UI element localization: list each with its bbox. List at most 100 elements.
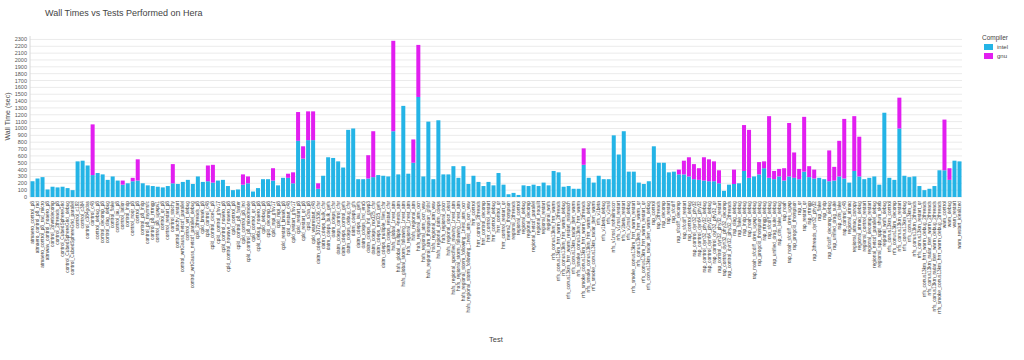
y-tick-label: 500 [18,160,27,166]
bar [747,178,751,197]
bar [682,161,686,175]
bar [216,181,220,197]
bar [837,141,841,177]
bar [226,186,230,197]
bar [642,184,646,197]
bar [887,178,891,197]
bar [732,184,736,197]
bar [31,181,35,197]
bar [767,116,771,178]
y-tick-label: 1700 [15,78,27,84]
bar [421,176,425,197]
bar [466,184,470,197]
bar [557,172,561,197]
bars [31,41,962,197]
bar [391,131,395,197]
bar [782,181,786,197]
bar [827,150,831,181]
bar [366,179,370,197]
bar [927,189,931,197]
bar [512,193,516,197]
bar [582,165,586,197]
bar [677,174,681,197]
bar [527,186,531,197]
bar [331,158,335,197]
bar [296,112,300,141]
bar [371,131,375,177]
bar [136,181,140,197]
bar [301,146,305,158]
bar [281,178,285,197]
bar [91,175,95,197]
bar [211,183,215,197]
bar [772,171,776,179]
bar [411,139,415,162]
bar [191,184,195,197]
bar [797,169,801,179]
bar [552,171,556,197]
bar [171,164,175,183]
bar [727,185,731,197]
bar [757,174,761,197]
y-tick-label: 1900 [15,64,27,70]
bar [131,178,135,181]
bar [181,182,185,197]
grid-line [30,46,962,47]
bar [592,183,596,197]
y-tick-label: 1600 [15,84,27,90]
bar [942,170,946,197]
bar [186,180,190,197]
bar [652,146,656,197]
bar [476,182,480,197]
bar [436,120,440,197]
grid-line [30,142,962,143]
y-tick-label: 100 [18,187,27,193]
bar [597,176,601,197]
bar [862,179,866,197]
bar [932,186,936,197]
y-tick-label: 1400 [15,98,27,104]
grid-line [30,101,962,102]
y-tick-label: 0 [24,194,27,200]
grid-line [30,59,962,60]
bar [757,162,761,174]
bar [857,137,861,177]
y-tick-label: 800 [18,139,27,145]
bar [787,176,791,197]
y-axis-title: Wall Time (sec) [4,93,12,141]
title: Wall Times vs Tests Performed on Hera [45,8,203,18]
bar [386,176,390,197]
bar [416,97,420,197]
bar [912,176,916,197]
bar [697,168,701,180]
bar [707,159,711,181]
bar [832,167,836,181]
bar [567,186,571,197]
grid-line [30,162,962,163]
bar [271,168,275,180]
bar [612,135,616,197]
legend-title: Compiler [982,34,1009,42]
bar [697,180,701,197]
bar [96,173,100,197]
x-axis-title: Test [489,335,504,344]
bar [41,177,45,197]
bar [66,188,70,197]
y-tick-label: 1800 [15,71,27,77]
bar [547,185,551,197]
bar [241,185,245,197]
bar [852,116,856,171]
bar [582,148,586,164]
bar [892,180,896,197]
bar [446,174,450,197]
bar [311,140,315,197]
y-axis-line [30,36,31,197]
grid-line [30,66,962,67]
bar [707,181,711,197]
legend-swatch [984,44,993,50]
bar [231,190,235,197]
bar [607,179,611,197]
grid-line [30,176,962,177]
bar [236,189,240,197]
y-tick-label: 1500 [15,91,27,97]
